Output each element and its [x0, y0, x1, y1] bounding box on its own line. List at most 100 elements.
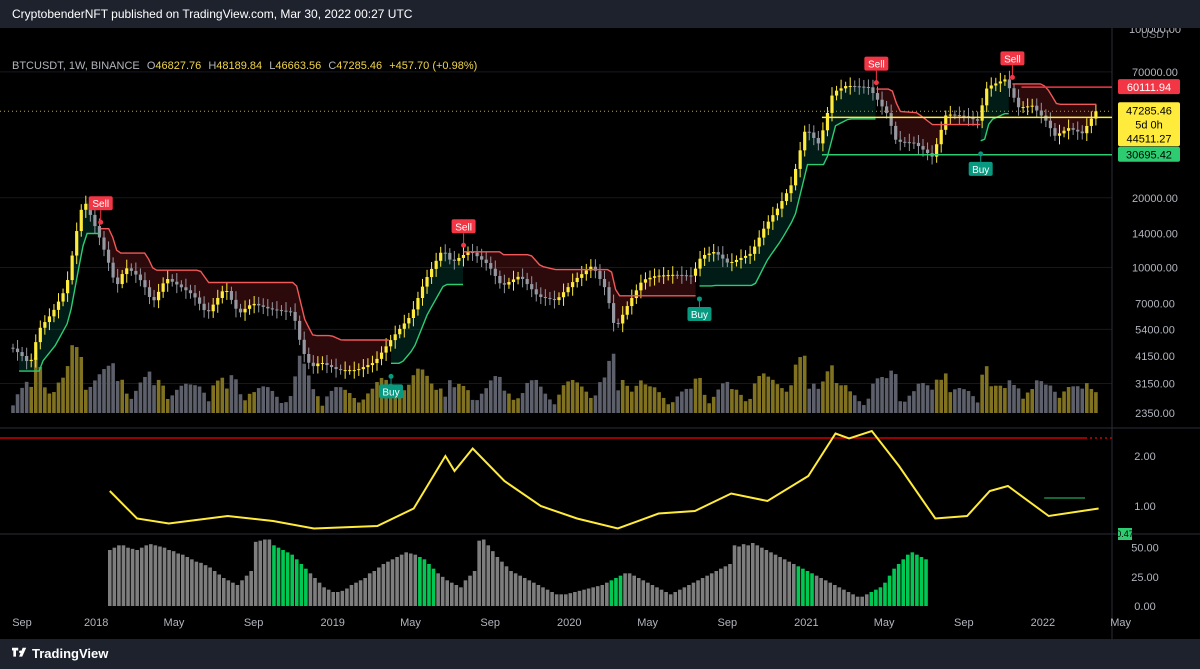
- histogram-bar: [887, 575, 892, 606]
- volume-bar: [730, 389, 734, 413]
- candle-body: [193, 293, 197, 298]
- candle-body: [866, 86, 870, 88]
- candle-body: [43, 322, 47, 328]
- volume-bar: [579, 386, 584, 413]
- histogram-bar: [340, 590, 345, 606]
- candle-body: [384, 346, 388, 353]
- osc1-value-tag-text: 0.47: [1116, 529, 1134, 539]
- candle-body: [894, 125, 898, 140]
- tradingview-logo-icon[interactable]: [12, 647, 28, 661]
- candle-body: [152, 297, 156, 301]
- volume-bar: [893, 374, 898, 413]
- candle-body: [284, 310, 288, 312]
- candle-body: [980, 105, 984, 121]
- sell-zone-fill: [1012, 83, 1097, 135]
- volume-bar: [1080, 388, 1085, 413]
- histogram-bar: [614, 578, 618, 606]
- candle-body: [730, 261, 734, 263]
- price-axis-tick: 70000.00: [1132, 67, 1178, 79]
- time-axis-label: Sep: [244, 617, 264, 629]
- volume-bar: [357, 402, 361, 413]
- candle-body: [821, 130, 825, 144]
- time-axis-label: May: [164, 617, 185, 629]
- candle-body: [985, 88, 989, 106]
- candle-body: [252, 303, 256, 306]
- volume-bar: [65, 366, 70, 413]
- candle-body: [143, 280, 147, 288]
- histogram-bar: [532, 582, 536, 606]
- volume-bar: [420, 369, 425, 413]
- volume-bar: [975, 402, 980, 413]
- candle-body: [475, 252, 479, 257]
- volume-bar: [311, 389, 316, 413]
- histogram-bar: [814, 575, 819, 606]
- candle-body: [525, 278, 529, 285]
- volume-bar: [1003, 388, 1007, 413]
- close-value: 47285.46: [336, 60, 383, 72]
- candle-body: [511, 279, 516, 283]
- volume-bar: [939, 379, 943, 413]
- buy-trail-line: [699, 118, 876, 287]
- time-axis-label: Sep: [480, 617, 500, 629]
- histogram-bar: [144, 545, 149, 606]
- histogram-bar: [235, 585, 240, 606]
- volume-bar: [1075, 386, 1080, 413]
- sell-signal-label: [451, 219, 476, 234]
- candle-body: [666, 275, 670, 277]
- candle-body: [648, 277, 652, 280]
- volume-bar: [97, 374, 102, 413]
- candle-body: [757, 237, 761, 247]
- candle-body: [689, 275, 693, 277]
- candle-body: [703, 254, 707, 259]
- histogram-bar: [495, 557, 500, 606]
- histogram-bar: [677, 589, 682, 606]
- volume-bar: [661, 397, 666, 413]
- histogram-bar: [901, 559, 906, 606]
- candle-body: [516, 276, 520, 280]
- histogram-bar: [842, 589, 846, 606]
- chart-area[interactable]: Sell Buy Sell Buy Sell Buy Sell USDT 100000.00 7…: [0, 28, 1200, 639]
- candle-body: [561, 292, 566, 298]
- candle-body: [798, 150, 802, 169]
- candle-body: [1053, 128, 1057, 136]
- volume-bar: [493, 376, 498, 413]
- volume-bar: [716, 389, 721, 413]
- volume-bar: [220, 377, 225, 413]
- histogram-bar: [121, 545, 126, 606]
- candle-body: [425, 277, 429, 287]
- histogram-bar: [454, 585, 459, 606]
- volume-bar: [866, 398, 871, 413]
- symbol-info[interactable]: BTCUSDT, 1W, BINANCE: [12, 60, 140, 72]
- candle-body: [216, 297, 220, 305]
- candle-body: [134, 270, 138, 275]
- histogram-bar: [500, 561, 504, 606]
- volume-bar: [352, 397, 357, 413]
- candle-body: [389, 340, 393, 347]
- volume-bar: [170, 395, 175, 413]
- candle-body: [916, 142, 921, 147]
- brand-name[interactable]: TradingView: [32, 646, 109, 661]
- candle-body: [93, 214, 97, 227]
- histogram-bar: [878, 587, 883, 606]
- volume-bar: [306, 375, 311, 413]
- volume-bar: [775, 384, 780, 413]
- candle-body: [743, 255, 748, 258]
- volume-bar: [761, 373, 766, 413]
- histogram-bar: [317, 582, 322, 606]
- histogram-bar: [554, 594, 559, 606]
- candle-body: [79, 209, 83, 232]
- signal-point: [1009, 74, 1015, 80]
- histogram-bar: [668, 594, 673, 606]
- candle-body: [329, 365, 334, 368]
- volume-bar: [124, 393, 129, 413]
- volume-bar: [1066, 386, 1071, 413]
- volume-bar: [875, 378, 880, 413]
- volume-bar: [15, 394, 20, 413]
- volume-bar: [93, 380, 97, 413]
- volume-bar: [498, 376, 502, 413]
- mid-level-tag: 44511.27: [1126, 133, 1171, 145]
- volume-bar: [229, 375, 234, 413]
- histogram-bar: [404, 552, 408, 606]
- volume-bar: [602, 377, 607, 413]
